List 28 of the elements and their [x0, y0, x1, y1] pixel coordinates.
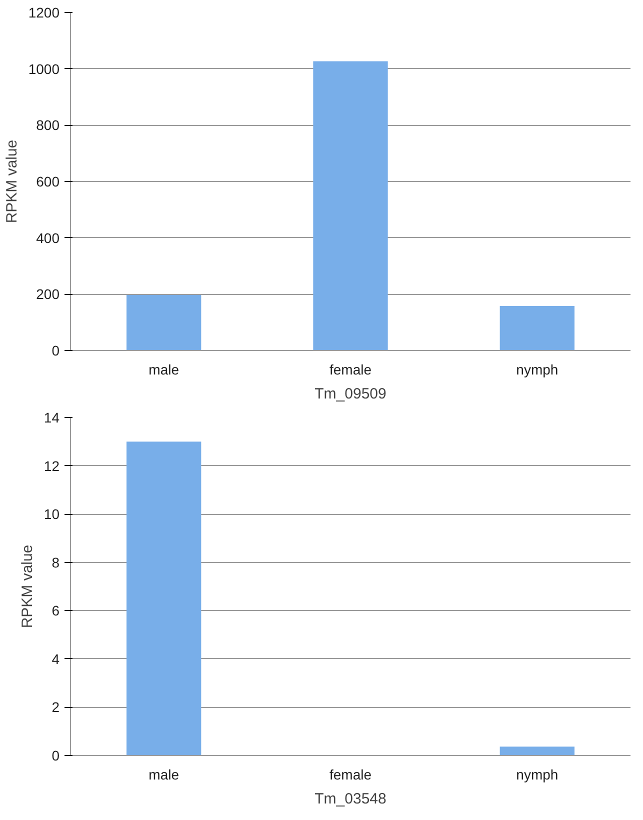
- y-axis-title: RPKM value: [18, 544, 36, 628]
- x-tick-label: male: [148, 362, 180, 378]
- y-tick-label: 4: [52, 650, 60, 667]
- y-tick-label: 10: [44, 506, 60, 522]
- x-tick-label: nymph: [516, 766, 558, 782]
- y-tick-label: 2: [52, 699, 60, 716]
- bar: [500, 306, 574, 350]
- x-axis-title: Tm_09509: [314, 386, 386, 402]
- y-tick-label: 0: [52, 748, 60, 764]
- y-tick-label: 6: [52, 602, 60, 619]
- y-tick-label: 12: [44, 458, 60, 474]
- x-tick-label: female: [329, 362, 372, 378]
- bar: [313, 61, 388, 350]
- y-tick-label: 600: [36, 174, 60, 190]
- y-tick-label: 0: [52, 342, 60, 358]
- y-tick-label: 800: [36, 117, 60, 134]
- y-tick-label: 1000: [28, 60, 60, 77]
- x-tick-label: male: [148, 766, 180, 782]
- bar: [126, 295, 202, 350]
- y-tick-label: 14: [44, 410, 60, 426]
- y-axis-title: RPKM value: [3, 140, 20, 224]
- x-tick-label: female: [329, 766, 372, 782]
- y-tick-label: 1200: [28, 4, 60, 20]
- x-axis-title: Tm_03548: [314, 790, 386, 808]
- y-tick-label: 200: [36, 286, 60, 302]
- y-tick-label: 8: [52, 554, 60, 570]
- x-tick-label: nymph: [516, 362, 558, 378]
- y-tick-label: 400: [36, 230, 60, 246]
